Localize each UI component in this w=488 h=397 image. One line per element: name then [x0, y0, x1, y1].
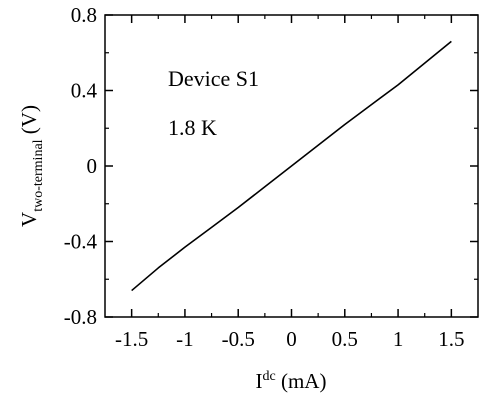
x-axis-symbol: I: [256, 369, 263, 393]
y-tick-label: -0.8: [64, 305, 97, 329]
x-axis-superscript: dc: [263, 369, 276, 384]
x-tick-label: -0.5: [222, 327, 255, 351]
data-series: [131, 40, 452, 292]
tick-marks: [105, 14, 478, 318]
annotation-device: Device S1: [168, 66, 259, 91]
annotation-temperature: 1.8 K: [168, 115, 217, 140]
y-axis-title: Vtwo-terminal (V): [17, 105, 46, 227]
x-axis-title: Idc (mA): [256, 369, 327, 393]
y-tick-label: 0.8: [71, 3, 97, 27]
x-tick-label: 1: [393, 327, 404, 351]
y-axis-symbol: V: [17, 212, 41, 227]
series-line: [131, 40, 452, 292]
x-axis-unit: (mA): [276, 369, 327, 393]
y-tick-label: -0.4: [64, 230, 98, 254]
y-tick-label: 0: [87, 154, 98, 178]
y-axis-subscript: two-terminal: [31, 139, 46, 211]
x-tick-label: 1.5: [438, 327, 464, 351]
x-tick-label: -1.5: [115, 327, 148, 351]
x-tick-labels: -1.5 -1 -0.5 0 0.5 1 1.5: [115, 327, 464, 351]
y-axis-unit: (V): [17, 105, 41, 139]
x-tick-label: -1: [176, 327, 194, 351]
y-tick-label: 0.4: [71, 79, 98, 103]
y-tick-labels: -0.8 -0.4 0 0.4 0.8: [64, 3, 98, 329]
x-tick-label: 0.5: [332, 327, 358, 351]
x-tick-label: 0: [286, 327, 297, 351]
